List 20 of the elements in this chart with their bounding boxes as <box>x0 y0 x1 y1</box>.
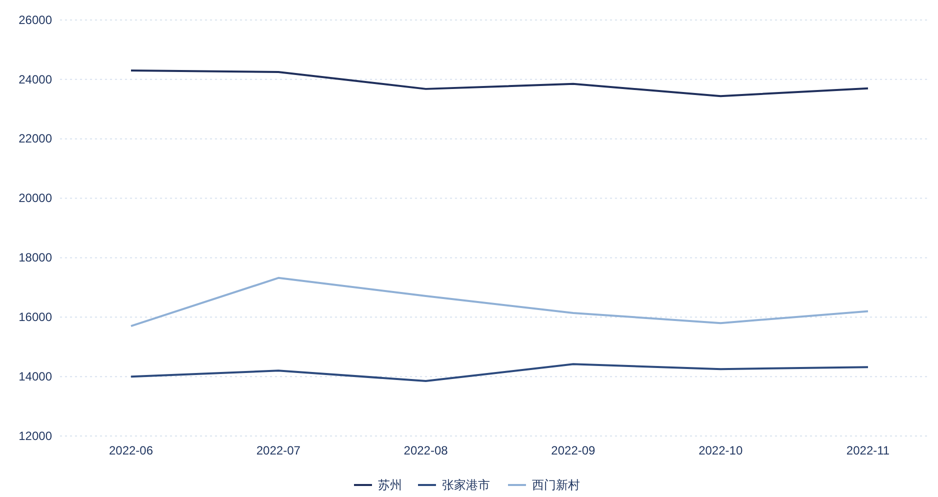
legend-label: 西门新村 <box>532 478 580 492</box>
y-tick-label: 22000 <box>18 132 52 146</box>
line-series <box>130 276 869 328</box>
y-tick-label: 14000 <box>18 369 52 384</box>
legend-label: 苏州 <box>378 478 402 492</box>
y-tick-label: 20000 <box>18 191 52 206</box>
legend-label: 张家港市 <box>442 478 490 492</box>
y-tick-label: 26000 <box>18 12 52 27</box>
y-tick-label: 12000 <box>18 428 52 443</box>
x-tick-label: 2022-09 <box>551 444 596 458</box>
y-tick-label: 24000 <box>18 72 52 86</box>
x-tick-label: 2022-11 <box>846 444 890 458</box>
x-tick-label: 2022-06 <box>108 444 154 458</box>
x-tick-label: 2022-08 <box>404 444 448 458</box>
x-tick-label: 2022-10 <box>698 444 743 458</box>
line-series <box>130 70 869 98</box>
y-tick-label: 16000 <box>18 310 52 324</box>
y-tick-label: 18000 <box>18 250 52 265</box>
line-series <box>130 363 869 382</box>
x-tick-label: 2022-07 <box>256 444 301 458</box>
